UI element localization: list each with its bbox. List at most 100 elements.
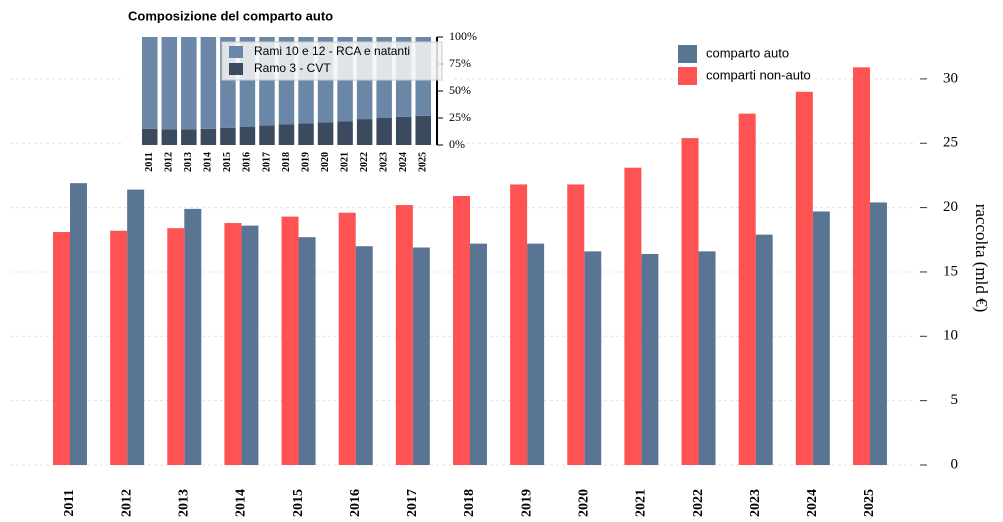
x-tick-label: 2016 — [348, 489, 363, 517]
x-tick-label: 2025 — [862, 489, 877, 517]
x-tick-label: 2017 — [405, 489, 420, 517]
inset-x-tick-label: 2017 — [261, 152, 272, 172]
inset-legend-label: Rami 10 e 12 - RCA e natanti — [254, 44, 410, 58]
inset-y-tick-label: 75% — [449, 56, 471, 70]
inset-x-tick-label: 2021 — [339, 152, 350, 172]
inset-legend-box — [221, 41, 443, 81]
bar — [698, 251, 716, 465]
stacked-bar — [259, 125, 275, 145]
y-tick-label: 15 — [943, 263, 958, 279]
stacked-bar — [200, 37, 217, 129]
inset-x-tick-label: 2024 — [398, 152, 409, 172]
inset-x-tick-label: 2020 — [320, 152, 331, 172]
bar — [110, 230, 128, 465]
bar — [241, 225, 259, 465]
bar — [738, 113, 756, 466]
y-tick-label: 5 — [951, 392, 959, 408]
inset-legend-swatch — [229, 63, 243, 75]
bar — [469, 243, 487, 465]
bar — [53, 232, 70, 465]
stacked-bar — [298, 123, 314, 145]
bar — [338, 212, 356, 465]
bar — [510, 184, 528, 465]
inset-x-tick-label: 2011 — [144, 152, 155, 171]
x-tick-label: 2015 — [291, 489, 306, 517]
stacked-bar — [142, 37, 158, 129]
inset-y-tick-label: 0% — [449, 137, 465, 151]
bar — [224, 223, 242, 465]
bar — [395, 205, 413, 465]
y-tick-label: 10 — [943, 328, 958, 344]
y-axis-label: raccolta (mld €) — [972, 204, 991, 313]
inset-y-tick-label: 25% — [449, 110, 471, 124]
x-tick-label: 2024 — [805, 489, 820, 517]
bar — [852, 67, 870, 465]
stacked-bar — [161, 37, 178, 130]
bar — [452, 196, 470, 465]
y-tick-label: 25 — [943, 135, 958, 151]
bar — [127, 189, 145, 465]
y-tick-label: 20 — [943, 199, 958, 215]
stacked-bar — [220, 127, 236, 145]
legend-swatch — [678, 67, 697, 85]
inset-y-tick-label: 100% — [449, 29, 477, 43]
inset-x-tick-label: 2014 — [203, 152, 214, 172]
legend-swatch — [678, 45, 697, 63]
bar — [584, 251, 602, 465]
bar — [624, 167, 642, 465]
inset-x-tick-label: 2022 — [359, 152, 370, 172]
x-tick-label: 2018 — [462, 489, 477, 517]
stacked-bar — [161, 129, 178, 145]
bar — [869, 202, 887, 465]
inset-x-tick-label: 2025 — [418, 152, 429, 172]
bar — [298, 237, 316, 465]
inset-x-tick-label: 2018 — [281, 152, 292, 172]
bar — [812, 211, 830, 465]
bar — [567, 184, 585, 465]
inset-x-tick-label: 2015 — [222, 152, 233, 172]
y-tick-label: 0 — [951, 456, 959, 472]
inset-x-tick-label: 2019 — [300, 152, 311, 172]
bar — [681, 138, 699, 466]
stacked-bar — [181, 37, 197, 130]
stacked-bar — [376, 118, 392, 145]
inset-legend-label: Ramo 3 - CVT — [254, 61, 331, 75]
x-tick-label: 2012 — [119, 489, 134, 517]
y-tick-label: 30 — [943, 70, 958, 86]
x-tick-label: 2013 — [176, 489, 191, 517]
inset-x-tick-label: 2012 — [164, 152, 175, 172]
x-tick-label: 2019 — [519, 489, 534, 517]
bar — [795, 91, 813, 466]
legend-label: comparto auto — [706, 45, 789, 60]
stacked-bar — [337, 121, 353, 145]
stacked-bar — [142, 128, 158, 145]
stacked-bar — [181, 129, 197, 145]
bar — [184, 208, 202, 465]
stacked-bar — [239, 126, 256, 145]
bar — [412, 247, 430, 465]
x-tick-label: 2011 — [62, 489, 77, 516]
bar — [281, 216, 299, 465]
x-tick-label: 2020 — [576, 489, 591, 517]
legend-label: comparti non-auto — [706, 67, 811, 82]
stacked-bar — [317, 122, 334, 145]
inset-y-tick-label: 50% — [449, 83, 471, 97]
stacked-bar — [395, 116, 412, 145]
x-tick-label: 2022 — [691, 489, 706, 517]
bar — [355, 246, 373, 465]
inset-legend-swatch — [229, 46, 243, 58]
bar — [527, 243, 545, 465]
x-tick-label: 2023 — [748, 489, 763, 517]
x-tick-label: 2014 — [234, 489, 249, 517]
inset-x-tick-label: 2023 — [378, 152, 389, 172]
bar — [755, 234, 773, 465]
bar — [167, 228, 185, 465]
stacked-bar — [278, 124, 295, 145]
inset-title: Composizione del comparto auto — [128, 8, 333, 23]
x-tick-label: 2021 — [634, 489, 649, 517]
stacked-bar — [200, 128, 217, 145]
bar — [641, 253, 659, 465]
inset-x-tick-label: 2013 — [183, 152, 194, 172]
bar — [70, 183, 87, 465]
